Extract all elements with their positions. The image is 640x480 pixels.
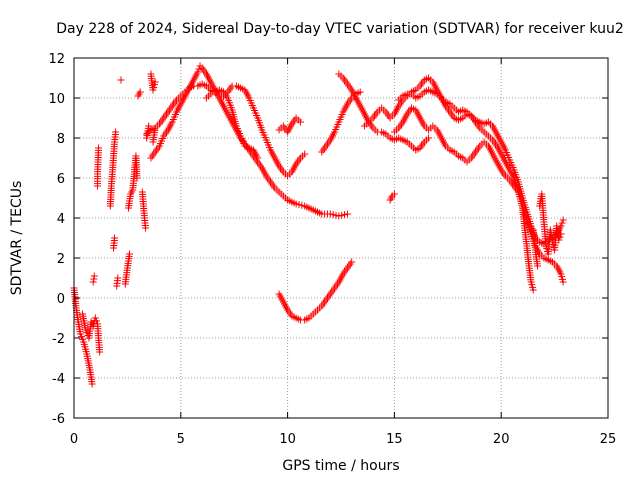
x-tick-label: 25 <box>600 432 617 447</box>
data-point-trail <box>295 201 303 209</box>
y-tick-label: 2 <box>57 252 65 267</box>
y-tick-label: 8 <box>57 132 65 147</box>
y-axis-label: SDTVAR / TECUs <box>9 181 25 296</box>
series-track-6 <box>275 258 356 324</box>
series-track-7 <box>318 88 364 156</box>
series-track-12 <box>386 190 565 270</box>
series-track-11 <box>395 86 567 248</box>
y-tick-label: -2 <box>52 332 65 347</box>
data-point <box>557 230 565 238</box>
data-point <box>88 380 96 388</box>
data-point-trail <box>556 233 564 241</box>
chart-title: Day 228 of 2024, Sidereal Day-to-day VTE… <box>56 21 624 37</box>
data-point-trail <box>298 201 306 209</box>
data-point <box>91 314 99 322</box>
x-tick-label: 0 <box>70 432 78 447</box>
y-tick-label: 12 <box>48 52 65 67</box>
plot-frame <box>73 57 609 419</box>
data-point <box>89 278 97 286</box>
data-point <box>90 272 98 280</box>
data-point <box>194 68 202 76</box>
data-point <box>133 174 141 182</box>
series-track-10 <box>390 104 567 286</box>
y-tick-label: 10 <box>48 92 65 107</box>
data-point <box>335 212 343 220</box>
data-point <box>126 250 134 258</box>
data-point-trail <box>90 275 98 283</box>
data-point <box>425 134 433 142</box>
data-point <box>111 234 119 242</box>
data-point <box>555 236 563 244</box>
data-point <box>151 78 159 86</box>
series-track-1 <box>70 70 159 388</box>
data-point <box>348 258 356 266</box>
x-tick-label: 5 <box>177 432 185 447</box>
data-point <box>343 210 351 218</box>
x-axis-label: GPS time / hours <box>282 458 399 474</box>
data-point <box>534 262 542 270</box>
grid-layer <box>74 58 608 418</box>
data-point <box>296 118 304 126</box>
series-track-5 <box>275 114 304 136</box>
data-point-trail <box>558 219 566 227</box>
data-point <box>114 274 122 282</box>
data-point <box>136 88 144 96</box>
x-tick-label: 10 <box>279 432 296 447</box>
data-point-trail <box>195 65 203 73</box>
data-point-trail <box>341 211 349 219</box>
data-point <box>96 348 104 356</box>
data-point <box>95 144 103 152</box>
x-tick-label: 15 <box>386 432 403 447</box>
data-point <box>301 150 309 158</box>
series-track-8 <box>335 70 433 154</box>
data-point <box>326 210 334 218</box>
data-point <box>117 76 125 84</box>
data-point <box>356 88 364 96</box>
y-tick-label: -6 <box>52 412 65 427</box>
series-track-3 <box>143 80 262 162</box>
data-point <box>529 286 537 294</box>
data-point <box>142 224 150 232</box>
y-tick-label: 4 <box>57 212 65 227</box>
data-point-trail <box>92 317 100 325</box>
data-point-trail <box>338 211 346 219</box>
series-track-2 <box>147 62 351 220</box>
y-tick-label: 0 <box>57 292 65 307</box>
data-point-trail <box>329 211 337 219</box>
data-point <box>559 278 567 286</box>
y-tick-label: 6 <box>57 172 65 187</box>
data-point <box>292 200 300 208</box>
y-tick-label: -4 <box>52 372 65 387</box>
data-point <box>112 128 120 136</box>
data-point <box>390 190 398 198</box>
data-point <box>145 122 153 130</box>
axes-layer: -6 -4 -2 0 2 4 6 8 10 12 0 5 10 15 20 25 <box>48 52 616 447</box>
data-points-layer <box>70 62 567 388</box>
data-point <box>254 154 262 162</box>
data-point <box>559 216 567 224</box>
series-track-4 <box>202 82 309 180</box>
x-tick-label: 20 <box>493 432 510 447</box>
